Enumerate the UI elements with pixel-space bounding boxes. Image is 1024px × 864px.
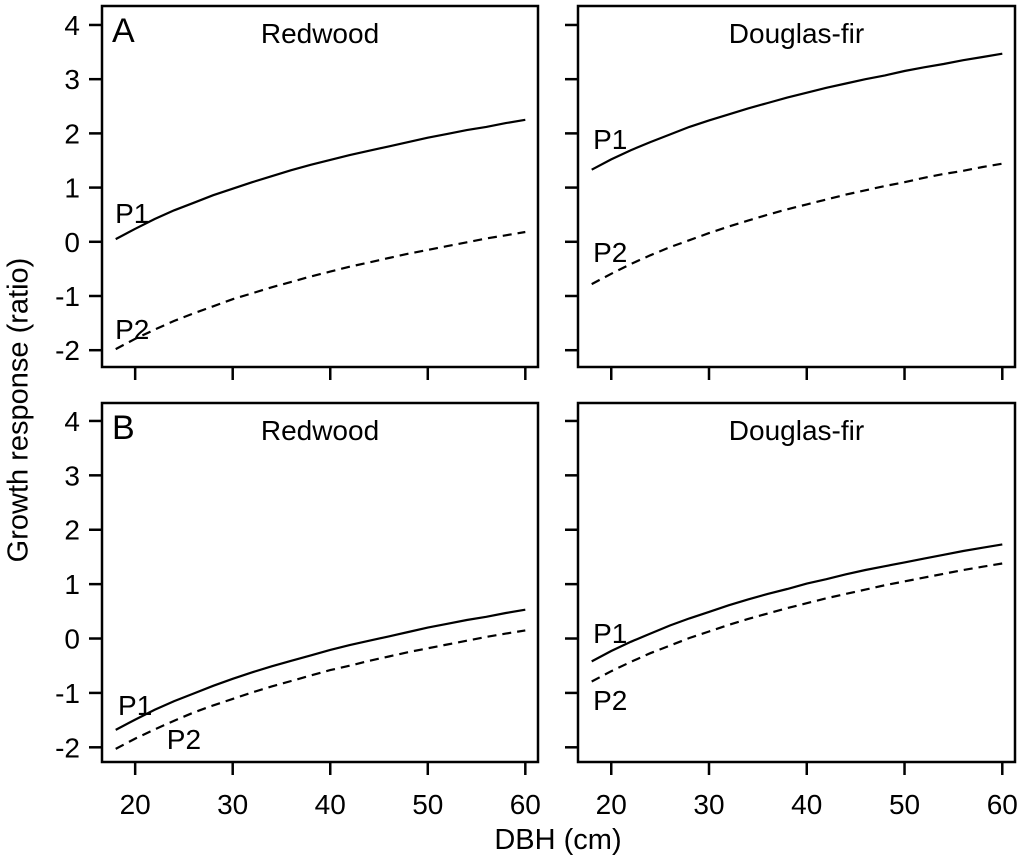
- series-label-p1: P1: [593, 617, 628, 649]
- y-axis-label: Growth response (ratio): [2, 257, 35, 563]
- y-tick-label: -1: [55, 678, 80, 709]
- series-line-p2: [115, 230, 526, 351]
- y-tick-label: 0: [64, 624, 80, 655]
- panel-title-redwood-a: Redwood: [260, 18, 380, 49]
- x-tick-label: 60: [510, 789, 541, 820]
- x-tick-label: 50: [412, 789, 443, 820]
- y-tick-label: 1: [64, 569, 80, 600]
- panel-letter-a: A: [112, 12, 135, 50]
- y-tick-label: 0: [64, 227, 80, 258]
- panel-frame: [576, 401, 1017, 764]
- panel-frame: [100, 4, 540, 369]
- series-line-p1: [115, 118, 526, 241]
- series-line-p1: [591, 543, 1003, 663]
- panel-letter-b: B: [112, 409, 135, 447]
- panel-frame: [576, 4, 1017, 369]
- x-tick-label: 50: [889, 789, 920, 820]
- x-tick-label: 20: [596, 789, 627, 820]
- y-tick-label: 3: [64, 460, 80, 491]
- x-tick-label: 30: [693, 789, 724, 820]
- y-tick-label: 4: [64, 10, 80, 41]
- y-tick-label: -1: [55, 281, 80, 312]
- x-tick-label: 40: [791, 789, 822, 820]
- x-tick-label: 20: [120, 789, 151, 820]
- x-tick-label: 30: [217, 789, 248, 820]
- panel-frame: [100, 401, 540, 764]
- series-line-p2: [591, 562, 1003, 683]
- series-label-p2: P2: [115, 314, 150, 346]
- y-tick-label: 2: [64, 118, 80, 149]
- x-tick-label: 60: [987, 789, 1018, 820]
- y-tick-label: -2: [55, 335, 80, 366]
- series-label-p1: P1: [118, 689, 153, 721]
- series-label-p2: P2: [593, 685, 628, 717]
- series-label-p2: P2: [593, 237, 628, 269]
- series-line-p1: [591, 52, 1003, 171]
- series-label-p1: P1: [115, 198, 150, 230]
- series-line-p1: [115, 608, 526, 731]
- panel-title-douglas-fir-a: Douglas-fir: [728, 18, 865, 49]
- y-tick-label: -2: [55, 732, 80, 763]
- panel-title-redwood-b: Redwood: [260, 415, 380, 446]
- series-line-p2: [591, 162, 1003, 286]
- y-tick-label: 2: [64, 515, 80, 546]
- y-tick-label: 1: [64, 173, 80, 204]
- panel-title-douglas-fir-b: Douglas-fir: [728, 415, 865, 446]
- series-label-p1: P1: [593, 123, 628, 155]
- x-axis-label: DBH (cm): [494, 824, 622, 856]
- y-tick-label: 4: [64, 406, 80, 437]
- series-label-p2: P2: [166, 723, 202, 755]
- series-line-p2: [115, 629, 526, 750]
- y-tick-label: 3: [64, 64, 80, 95]
- x-tick-label: 40: [315, 789, 346, 820]
